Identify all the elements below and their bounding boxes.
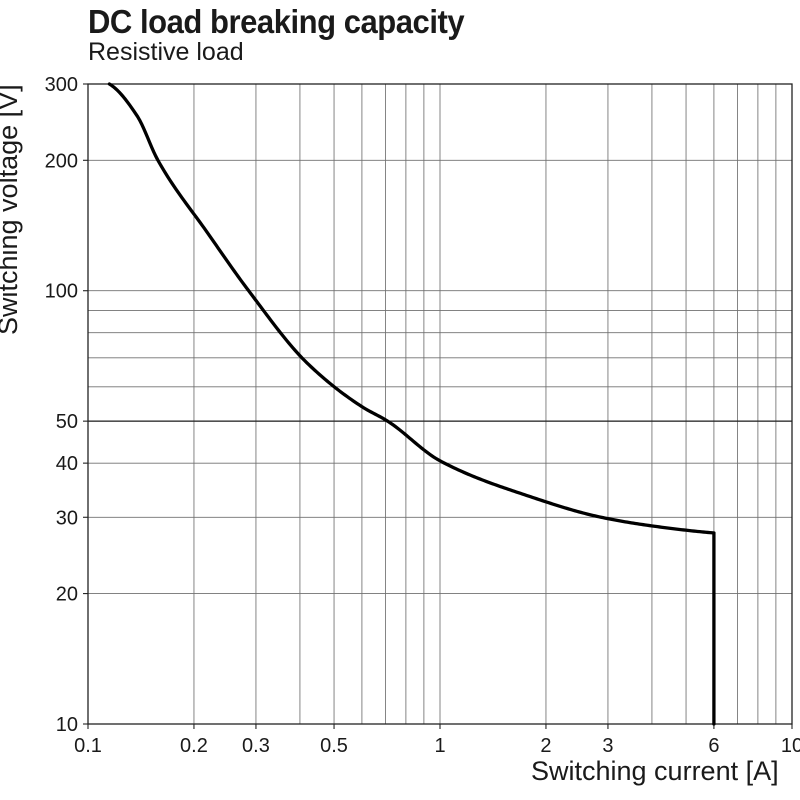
svg-text:20: 20 bbox=[56, 584, 78, 606]
svg-text:10: 10 bbox=[781, 735, 800, 757]
svg-text:1: 1 bbox=[434, 735, 445, 757]
svg-text:40: 40 bbox=[56, 453, 78, 475]
svg-text:30: 30 bbox=[56, 507, 78, 529]
svg-text:0.2: 0.2 bbox=[180, 735, 208, 757]
svg-text:0.5: 0.5 bbox=[320, 735, 348, 757]
svg-text:300: 300 bbox=[45, 74, 78, 96]
svg-text:2: 2 bbox=[540, 735, 551, 757]
svg-text:100: 100 bbox=[45, 281, 78, 303]
svg-text:0.1: 0.1 bbox=[74, 735, 102, 757]
svg-text:0.3: 0.3 bbox=[242, 735, 270, 757]
svg-text:10: 10 bbox=[56, 714, 78, 736]
svg-text:50: 50 bbox=[56, 411, 78, 433]
svg-text:200: 200 bbox=[45, 150, 78, 172]
svg-text:6: 6 bbox=[708, 735, 719, 757]
svg-text:3: 3 bbox=[602, 735, 613, 757]
